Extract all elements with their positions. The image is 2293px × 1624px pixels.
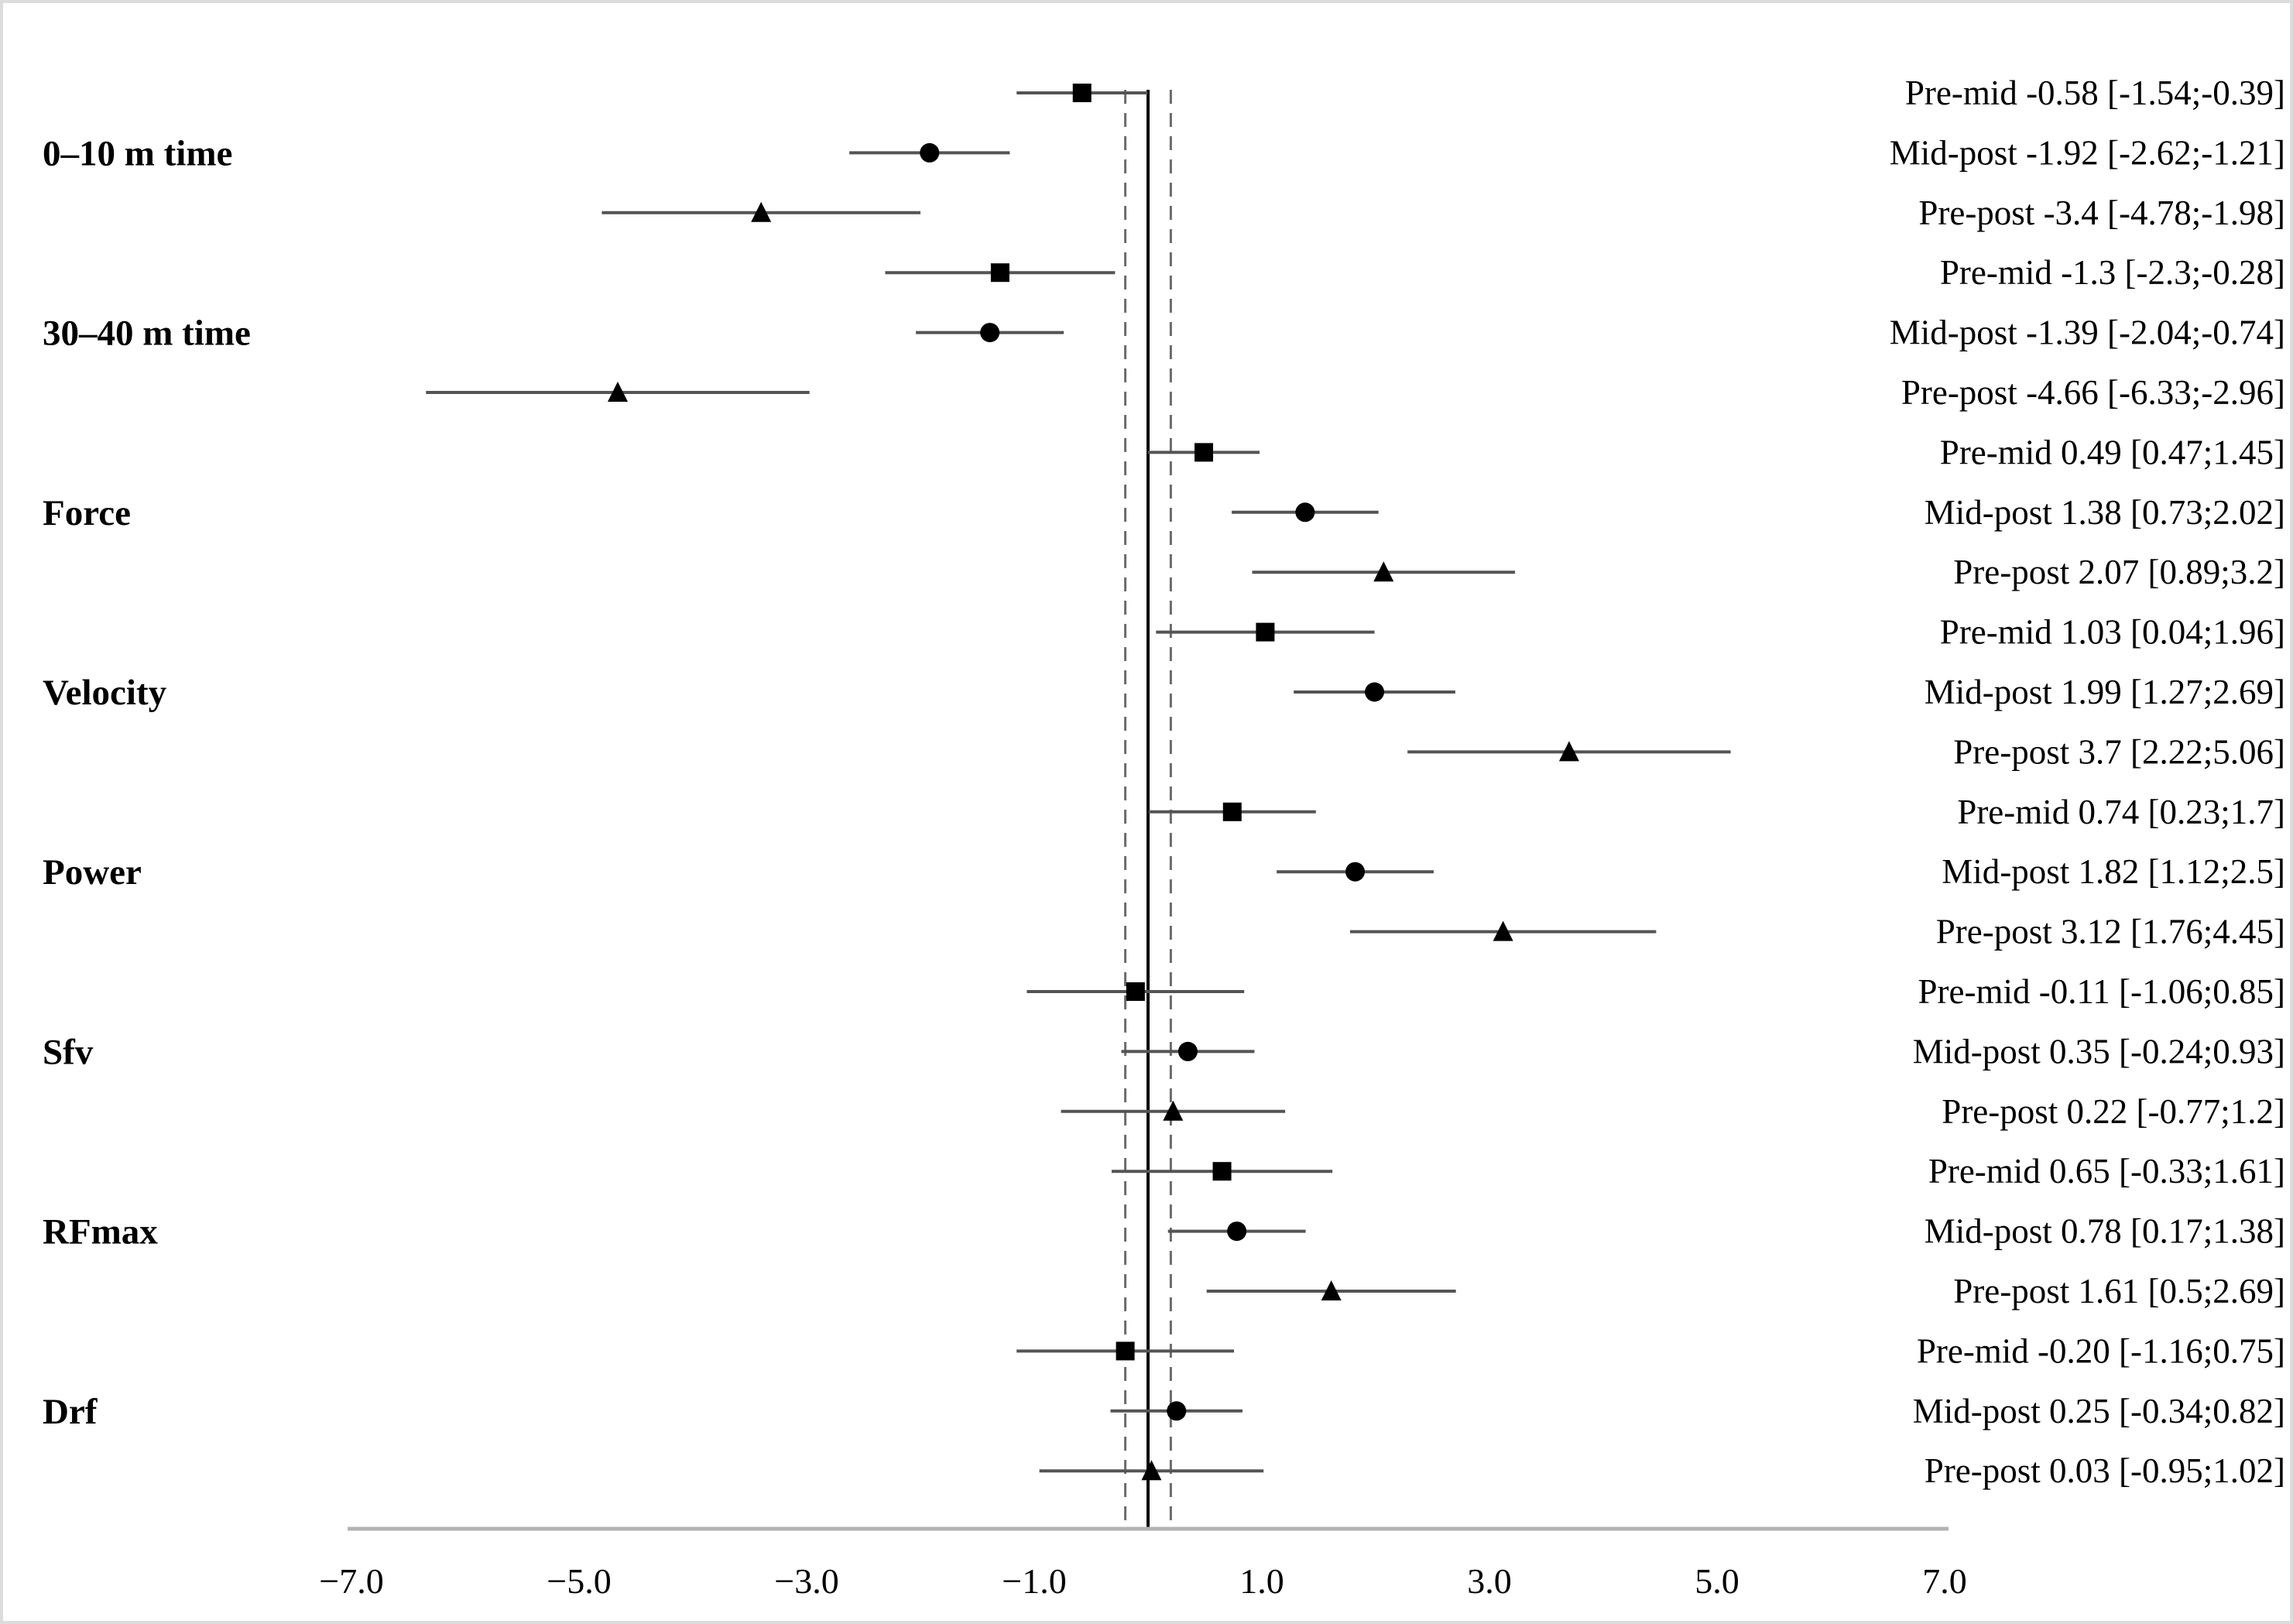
marker-triangle: [751, 201, 772, 222]
row-label: Mid-post 0.78 [0.17;1.38]: [1925, 1212, 2285, 1251]
group-label: Velocity: [43, 673, 167, 713]
marker-circle: [1345, 862, 1366, 882]
group-label: 30–40 m time: [43, 313, 251, 354]
row-label: Pre-post 1.61 [0.5;2.69]: [1953, 1272, 2285, 1311]
marker-triangle: [1141, 1460, 1162, 1481]
row-label: Mid-post 1.99 [1.27;2.69]: [1925, 673, 2285, 711]
chart-canvas: −7.0 −5.0 −3.0 −1.0 1.0 3.0 5.0 7.0 0–10 m time P…: [43, 74, 2286, 1601]
group-label: 0–10 m time: [43, 133, 232, 173]
x-tick-label: −5.0: [547, 1561, 611, 1601]
marker-triangle: [607, 382, 628, 402]
x-tick-label: −1.0: [1002, 1561, 1066, 1601]
group-label: Power: [43, 852, 142, 893]
row-label: Pre-mid -0.20 [-1.16;0.75]: [1917, 1331, 2285, 1370]
row-label: Pre-mid -0.11 [-1.06;0.85]: [1918, 972, 2286, 1011]
row-label: Pre-post 0.03 [-0.95;1.02]: [1925, 1451, 2285, 1490]
x-tick-label: 7.0: [1922, 1561, 1967, 1601]
row-label: Mid-post -1.92 [-2.62;-1.21]: [1890, 133, 2285, 172]
marker-triangle: [1321, 1280, 1342, 1300]
marker-square: [1222, 802, 1242, 821]
x-tick-label: −7.0: [319, 1561, 383, 1601]
marker-square: [1212, 1162, 1232, 1181]
marker-triangle: [1493, 920, 1513, 941]
row-label: Mid-post 0.25 [-0.34;0.82]: [1913, 1392, 2285, 1430]
marker-square: [1116, 1341, 1135, 1361]
row-label: Mid-post 1.38 [0.73;2.02]: [1925, 493, 2285, 532]
group-label: Force: [43, 493, 131, 533]
x-tick-label: 5.0: [1695, 1561, 1739, 1601]
group-label: RFmax: [43, 1212, 158, 1252]
row-label: Pre-post 2.07 [0.89;3.2]: [1953, 553, 2285, 591]
x-tick-label: 1.0: [1239, 1561, 1284, 1601]
marker-circle: [980, 323, 1000, 343]
marker-square: [1256, 622, 1275, 642]
marker-triangle: [1163, 1100, 1184, 1121]
marker-circle: [1365, 682, 1385, 702]
row-label: Pre-post -4.66 [-6.33;-2.96]: [1901, 373, 2285, 412]
x-tick-label: 3.0: [1467, 1561, 1512, 1601]
row-label: Pre-mid 0.49 [0.47;1.45]: [1940, 433, 2285, 471]
row-label: Mid-post -1.39 [-2.04;-0.74]: [1890, 313, 2285, 352]
marker-triangle: [1558, 741, 1579, 762]
row-label: Pre-mid 0.65 [-0.33;1.61]: [1928, 1152, 2285, 1191]
row-label: Pre-post -3.4 [-4.78;-1.98]: [1918, 194, 2285, 232]
marker-circle: [1177, 1041, 1198, 1061]
marker-circle: [1227, 1221, 1247, 1242]
marker-square: [1194, 443, 1214, 462]
group-label: Sfv: [43, 1032, 94, 1072]
row-label: Pre-post 3.7 [2.22;5.06]: [1953, 732, 2285, 771]
group-label: Drf: [43, 1392, 98, 1432]
marker-triangle: [1373, 561, 1394, 582]
x-tick-label: −3.0: [774, 1561, 838, 1601]
marker-square: [990, 263, 1009, 283]
row-label: Pre-post 0.22 [-0.77;1.2]: [1942, 1092, 2285, 1131]
marker-circle: [1295, 502, 1315, 522]
row-label: Mid-post 0.35 [-0.24;0.93]: [1913, 1032, 2285, 1071]
marker-circle: [1167, 1401, 1187, 1421]
marker-square: [1126, 982, 1145, 1001]
row-label: Pre-mid -0.58 [-1.54;-0.39]: [1905, 74, 2285, 112]
marker-square: [1072, 84, 1092, 102]
row-label: Pre-post 3.12 [1.76;4.45]: [1936, 913, 2285, 951]
marker-circle: [920, 142, 940, 163]
row-label: Pre-mid 1.03 [0.04;1.96]: [1940, 613, 2285, 652]
row-label: Pre-mid 0.74 [0.23;1.7]: [1957, 793, 2285, 831]
row-label: Pre-mid -1.3 [-2.3;-0.28]: [1940, 253, 2285, 292]
row-label: Mid-post 1.82 [1.12;2.5]: [1942, 852, 2285, 891]
